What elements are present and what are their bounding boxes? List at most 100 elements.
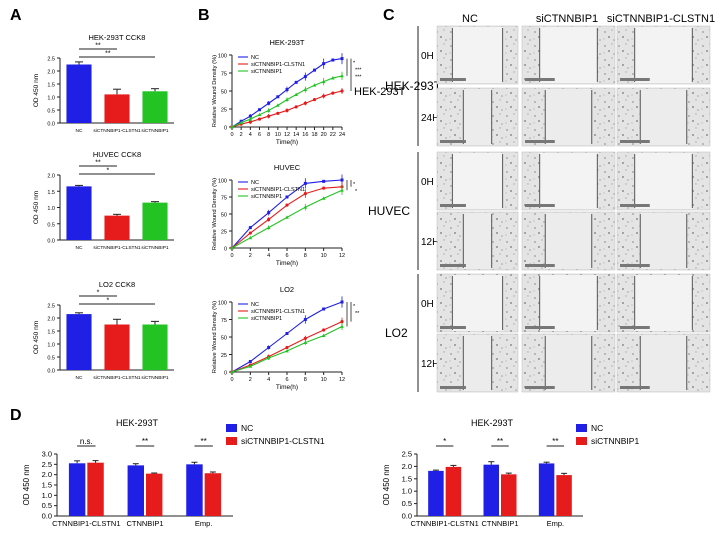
y-axis-label: Relative Wound Density (%): [212, 178, 218, 250]
chart-title: LO2: [280, 285, 294, 294]
x-tick-label: 18: [311, 132, 317, 138]
significance-label: *: [355, 189, 358, 195]
significance-label: ***: [355, 68, 362, 74]
wound-gap: [539, 275, 598, 331]
data-point: [267, 346, 271, 349]
y-tick-label: 1.5: [42, 481, 52, 490]
legend-label: siCTNNBIP1: [251, 194, 282, 200]
time-label: 0H: [421, 51, 434, 62]
x-tick-label: 8: [304, 377, 307, 383]
y-tick-label: 25: [221, 108, 227, 114]
x-tick-label: 6: [285, 377, 288, 383]
data-point: [285, 215, 289, 219]
legend-label: siCTNNBIP1: [251, 316, 282, 322]
data-point: [276, 103, 280, 107]
x-tick-label: 2: [240, 132, 243, 138]
data-point: [331, 58, 335, 62]
data-point: [303, 192, 307, 196]
x-tick-label: 10: [321, 253, 327, 259]
y-tick-label: 2.0: [47, 174, 55, 180]
data-point: [248, 120, 252, 124]
x-tick-label: 4: [249, 132, 252, 138]
data-point: [303, 87, 308, 91]
data-point: [340, 300, 344, 304]
wound-gap: [640, 89, 687, 145]
scale-bar: [440, 386, 466, 389]
data-point: [285, 195, 289, 199]
y-tick-label: 2.0: [47, 317, 55, 323]
wound-gap: [545, 335, 592, 391]
scale-bar: [440, 140, 466, 143]
significance-label: *: [443, 437, 446, 446]
significance-label: *: [353, 304, 356, 310]
y-tick-label: 25: [221, 230, 227, 236]
y-axis-label: OD 450 nm: [382, 464, 391, 505]
wound-gap: [634, 275, 693, 331]
x-tick-label: 14: [293, 132, 299, 138]
data-point: [248, 360, 252, 363]
panel-letter-b: B: [198, 7, 210, 24]
bar-nc-ctnnbip1: [483, 464, 499, 516]
wound-gap: [634, 27, 693, 83]
data-point: [313, 68, 316, 72]
data-point: [285, 345, 289, 350]
panel-letter-c: C: [383, 7, 395, 24]
bar-nc: [66, 64, 92, 123]
chart-a-huvec-cck8: HUVEC CCK8 OD 450 nm 0.0 0.5 1.0 1.5 2.0 NC siCT…: [33, 150, 174, 251]
scale-bar: [440, 326, 466, 329]
legend-swatch: [226, 424, 237, 432]
data-point: [267, 211, 271, 215]
group-label: HUVEC: [368, 204, 410, 218]
chart-a-hek293t-cck8: HEK-293T CCK8 OD 450 nm 0.0 0.5 1.0 1.5 2.0 2.5…: [33, 33, 174, 134]
data-point: [266, 108, 271, 112]
data-point: [266, 225, 271, 229]
chart-d-hek293t-clstn1: HEK-293T OD 450 nm 0.0 0.51.01.5 2.02.53.0 CT…: [22, 418, 325, 528]
bar-sictnnbip1-clstn1: [104, 215, 130, 240]
x-tick-label: siCTNNBIP1: [141, 245, 169, 251]
y-tick-label: 0.5: [47, 356, 55, 362]
x-tick-label: siCTNNBIP1: [141, 375, 169, 381]
x-tick-label: CTNNBIP1-CLSTN1: [52, 519, 120, 528]
scale-bar: [440, 264, 466, 267]
data-point: [340, 324, 344, 328]
data-point: [322, 94, 326, 98]
data-point: [303, 318, 307, 321]
legend-label: NC: [251, 302, 259, 308]
panel-letter-d: D: [10, 407, 22, 424]
bar-sictnnbip1-emp: [556, 475, 572, 516]
chart-title: HEK-293T: [116, 418, 159, 428]
bar-nc-ctnnbip1: [127, 465, 144, 516]
data-point: [340, 73, 344, 78]
group-label: LO2: [385, 326, 408, 340]
y-tick-label: 75: [221, 318, 227, 324]
y-axis-label: OD 450 nm: [33, 321, 40, 354]
legend-swatch: [576, 424, 587, 432]
data-point: [285, 349, 289, 353]
data-point: [331, 76, 335, 80]
x-tick-label: siCTNNBIP1-CLSTN1: [93, 375, 141, 381]
data-point: [340, 188, 344, 192]
data-point: [322, 62, 326, 66]
data-point: [303, 205, 308, 209]
x-tick-label: 2: [249, 253, 252, 259]
wound-gap: [452, 153, 503, 209]
wound-gap: [539, 153, 598, 209]
bar-sictnnbip1: [142, 91, 168, 123]
significance-label: **: [552, 437, 558, 446]
y-tick-label: 2.0: [42, 470, 52, 479]
micrograph-grid: NC siCTNNBIP1 siCTNNBIP1-CLSTN1 HEK-293T 0H 2…: [368, 13, 715, 393]
x-tick-label: 8: [304, 253, 307, 259]
y-tick-label: 1.5: [402, 474, 412, 483]
bar-sictnnbip1-clstn1-ctnnbip1: [146, 473, 163, 516]
bar-sictnnbip1-clstn1: [104, 94, 130, 123]
data-point: [258, 108, 261, 112]
y-axis-label: Relative Wound Density (%): [212, 55, 218, 127]
wound-gap: [452, 275, 503, 331]
y-tick-label: 2.5: [402, 450, 412, 459]
bar-nc-emp: [186, 464, 203, 516]
y-tick-label: 1.0: [47, 343, 55, 349]
series-line-sictnnbip1: [231, 189, 343, 249]
chart-title: HUVEC CCK8: [93, 150, 141, 159]
data-point: [248, 364, 253, 368]
